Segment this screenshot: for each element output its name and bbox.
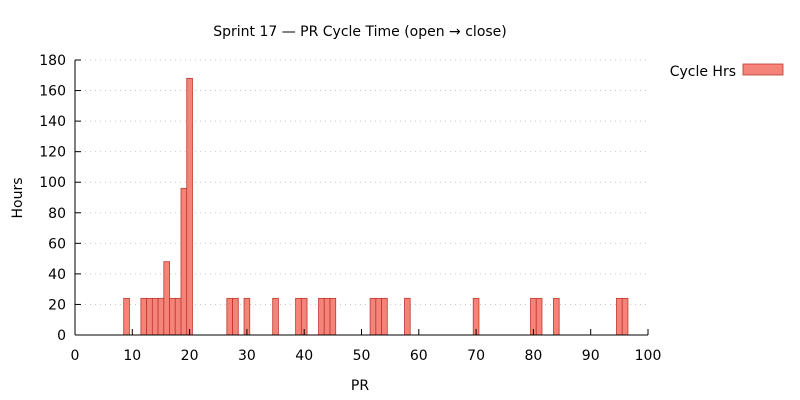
x-tick-label: 70 — [467, 348, 485, 364]
bar-pr-20 — [186, 77, 193, 336]
bar-pr-96 — [621, 297, 629, 336]
x-tick-label: 40 — [295, 348, 313, 364]
x-axis-label: PR — [351, 378, 369, 394]
bar-pr-14 — [151, 297, 159, 336]
legend: Cycle Hrs — [670, 63, 784, 80]
x-tick-label: 20 — [181, 348, 199, 364]
y-tick-label: 60 — [48, 236, 66, 252]
bar-pr-13 — [146, 297, 153, 336]
x-tick-label: 30 — [238, 348, 256, 364]
y-tick-label: 180 — [39, 53, 66, 69]
bar-pr-12 — [140, 297, 148, 336]
bar-pr-18 — [174, 297, 182, 336]
legend-swatch — [742, 63, 784, 76]
x-tick-label: 90 — [582, 348, 600, 364]
y-axis-label: Hours — [10, 177, 26, 218]
bar-pr-53 — [375, 297, 382, 336]
bar-pr-16 — [163, 261, 170, 336]
legend-label: Cycle Hrs — [670, 64, 736, 80]
y-tick-label: 40 — [48, 267, 66, 283]
bar-pr-58 — [404, 297, 411, 336]
bar-pr-19 — [180, 187, 188, 336]
y-tick-label: 120 — [39, 145, 66, 161]
bar-pr-35 — [272, 297, 279, 336]
y-tick-label: 100 — [39, 175, 66, 191]
x-tick-label: 50 — [353, 348, 371, 364]
grid — [75, 59, 648, 305]
y-tick-label: 140 — [39, 114, 66, 130]
bar-pr-15 — [157, 297, 165, 336]
bar-pr-39 — [295, 297, 302, 336]
y-tick-label: 0 — [57, 328, 66, 344]
bar-pr-52 — [369, 297, 377, 336]
bar-pr-54 — [381, 297, 388, 336]
bar-pr-43 — [318, 297, 325, 336]
bar-pr-44 — [323, 297, 331, 336]
bar-pr-27 — [226, 297, 233, 336]
bar-pr-17 — [169, 297, 176, 336]
chart-title: Sprint 17 — PR Cycle Time (open → close) — [213, 24, 507, 40]
y-tick-label: 20 — [48, 297, 66, 313]
bar-pr-45 — [329, 297, 337, 336]
x-tick-label: 0 — [71, 348, 80, 364]
axes: 0 20 40 60 80 100 120 140 160 180 0 10 20 30 40 50 60 70 8… — [39, 53, 661, 364]
bar-pr-95 — [616, 297, 623, 336]
bars — [123, 77, 629, 336]
x-tick-label: 10 — [123, 348, 141, 364]
x-tick-label: 100 — [635, 348, 662, 364]
bar-pr-28 — [232, 297, 239, 336]
bar-pr-9 — [123, 297, 130, 336]
y-tick-label: 160 — [39, 84, 66, 100]
x-tick-label: 80 — [524, 348, 542, 364]
y-tick-label: 80 — [48, 206, 66, 222]
bar-pr-84 — [553, 297, 560, 336]
bar-pr-81 — [535, 297, 543, 336]
x-tick-label: 60 — [410, 348, 428, 364]
